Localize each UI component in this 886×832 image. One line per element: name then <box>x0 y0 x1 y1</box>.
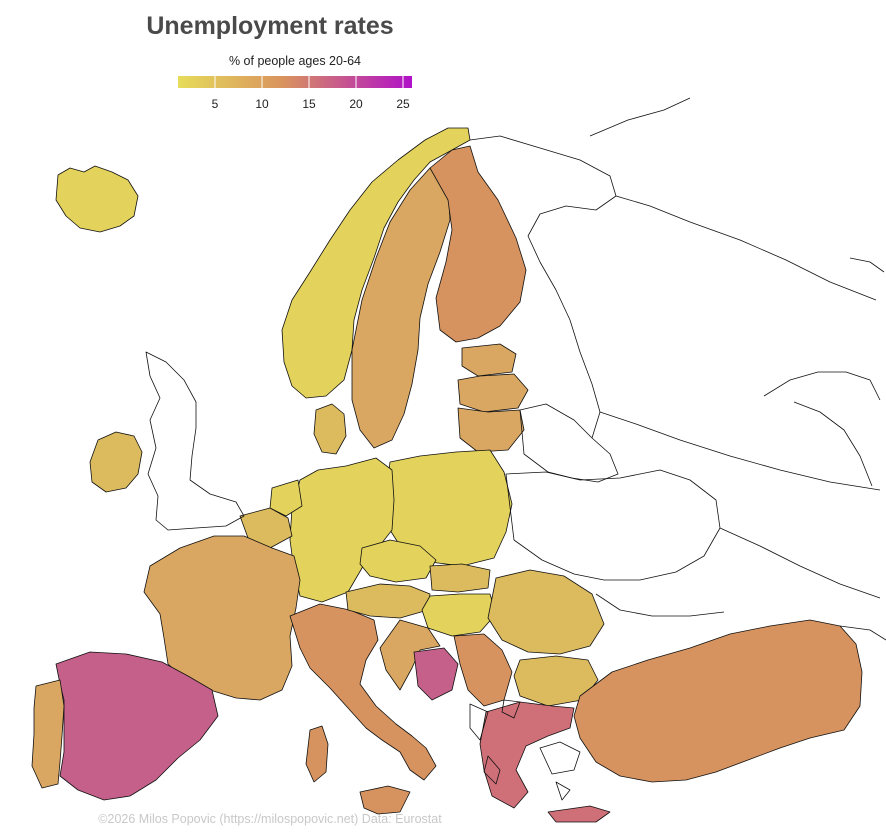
region-crete <box>547 805 611 823</box>
legend-tick-label: 10 <box>255 97 269 111</box>
region-sicily <box>359 785 411 815</box>
region-finland <box>429 145 527 343</box>
map-title: Unemployment rates <box>146 12 394 40</box>
non-data-country-outline <box>793 401 873 487</box>
region-romania <box>487 569 605 655</box>
region-iceland <box>55 165 139 233</box>
legend-gradient-bar <box>178 76 412 88</box>
legend-tick-label: 25 <box>396 97 410 111</box>
region-sardinia <box>305 725 329 783</box>
region-germany <box>289 457 395 603</box>
region-greece <box>479 701 575 809</box>
legend-tick-label: 5 <box>211 97 219 111</box>
non-data-country-outline <box>589 97 691 137</box>
region-denmark <box>313 403 347 455</box>
region-czechia <box>359 539 437 583</box>
non-data-country-outline <box>519 403 619 483</box>
non-data-country-outline <box>483 755 501 785</box>
region-latvia <box>457 373 529 413</box>
non-data-country-outline <box>763 371 881 401</box>
non-data-country-outline <box>145 351 245 531</box>
region-poland <box>385 449 513 567</box>
region-sweden <box>351 167 451 449</box>
non-data-country-outline <box>469 703 489 741</box>
legend-tick-label: 15 <box>302 97 316 111</box>
region-serbia <box>453 633 513 707</box>
non-data-country-outline <box>615 195 877 301</box>
map-subtitle: % of people ages 20-64 <box>228 54 362 68</box>
non-data-country-outline <box>505 469 721 581</box>
region-croatia <box>379 619 441 691</box>
non-data-country-outline <box>839 625 886 641</box>
region-italy <box>289 603 437 781</box>
non-data-country-outline <box>719 527 881 599</box>
region-estonia <box>461 343 517 377</box>
region-lithuania <box>457 407 525 453</box>
map-credit: ©2026 Milos Popovic (https://milospopovi… <box>98 812 442 826</box>
region-portugal <box>31 679 65 789</box>
color-legend: 5 10 15 20 25 <box>178 76 412 111</box>
non-data-country-outline <box>539 741 581 775</box>
region-trkiye <box>573 619 863 783</box>
non-data-country-outline <box>849 257 885 273</box>
non-data-country-outline <box>469 135 617 439</box>
region-bosnia <box>413 647 459 701</box>
region-norway <box>281 127 471 399</box>
non-data-country-outline <box>599 411 881 491</box>
non-data-country-outline <box>595 593 725 617</box>
region-austria <box>345 583 431 619</box>
region-netherlands <box>269 479 303 517</box>
region-ireland <box>89 431 143 493</box>
region-france <box>143 535 301 701</box>
region-hungary <box>421 593 497 637</box>
non-data-country-outline <box>501 699 521 719</box>
region-spain <box>55 651 219 801</box>
non-data-country-outline <box>555 781 571 801</box>
legend-tick-label: 20 <box>349 97 363 111</box>
region-slovakia <box>429 563 491 593</box>
